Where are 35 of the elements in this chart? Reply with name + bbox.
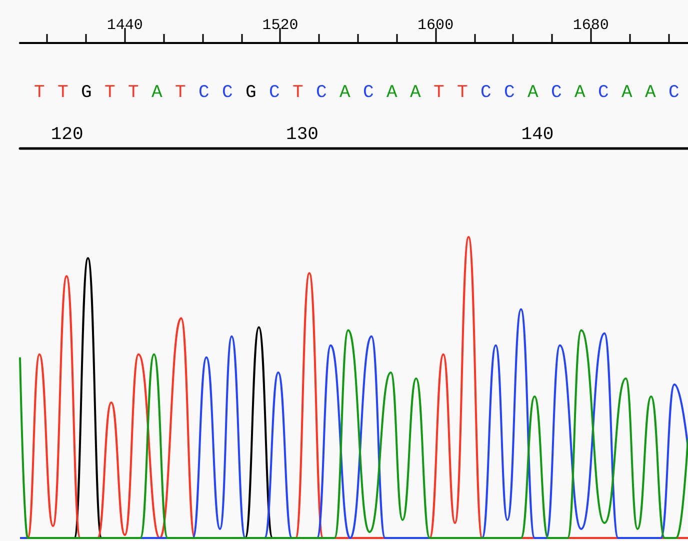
text: A	[152, 83, 162, 103]
text: A	[386, 83, 398, 103]
x-tick-label: 1680	[572, 17, 609, 34]
text: C	[316, 83, 327, 103]
text: T	[175, 83, 186, 103]
text: C	[551, 83, 562, 103]
text: T	[34, 83, 45, 103]
text: C	[198, 83, 210, 103]
x-tick-label: 1520	[262, 17, 298, 34]
text: C	[269, 83, 280, 103]
text: G	[81, 83, 92, 103]
text: A	[410, 83, 421, 103]
x-tick-label: 1600	[418, 17, 454, 34]
x2-tick-label: 120	[50, 125, 84, 145]
text: C	[480, 83, 492, 103]
x2-tick-label: 140	[521, 125, 554, 145]
text: A	[574, 83, 586, 103]
x2-tick-label: 130	[286, 125, 318, 145]
text: T	[457, 83, 468, 103]
text: A	[340, 83, 350, 103]
text: A	[622, 83, 632, 103]
text: C	[598, 83, 609, 103]
text: A	[645, 83, 656, 103]
text: T	[434, 83, 444, 103]
text: T	[58, 83, 68, 103]
text: T	[104, 83, 116, 103]
text: C	[222, 83, 233, 103]
text: T	[128, 83, 139, 103]
text: A	[528, 83, 538, 103]
text: C	[504, 83, 515, 103]
x-tick-label: 1440	[106, 17, 143, 34]
text: G	[246, 83, 256, 103]
text: C	[363, 83, 374, 103]
text: C	[668, 83, 680, 103]
text: T	[292, 83, 304, 103]
